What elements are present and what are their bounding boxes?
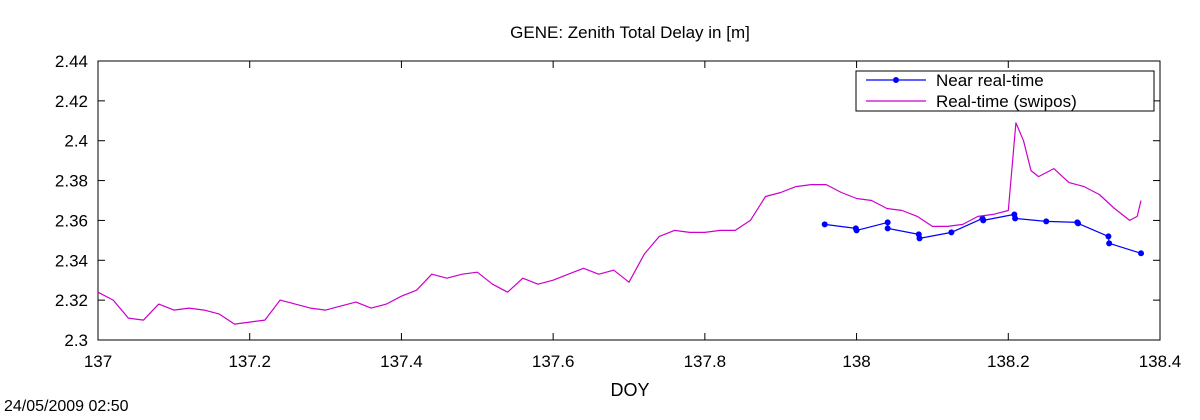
x-tick-label: 137.2 — [228, 352, 271, 371]
data-point-near-real-time — [980, 217, 987, 224]
x-tick-label: 137.8 — [684, 352, 727, 371]
data-point-near-real-time — [1012, 215, 1019, 222]
data-point-near-real-time — [1043, 218, 1050, 225]
y-tick-label: 2.3 — [64, 331, 88, 350]
legend-marker-near-real-time — [893, 77, 899, 83]
legend-label-near-real-time: Near real-time — [936, 71, 1044, 90]
timestamp: 24/05/2009 02:50 — [4, 398, 129, 415]
y-tick-label: 2.32 — [55, 291, 88, 310]
x-tick-label: 137.4 — [380, 352, 423, 371]
chart-title: GENE: Zenith Total Delay in [m] — [510, 23, 750, 42]
legend: Near real-time Real-time (swipos) — [855, 70, 1155, 112]
data-point-near-real-time — [884, 225, 891, 232]
x-tick-label: 138.2 — [987, 352, 1030, 371]
y-tick-label: 2.44 — [55, 52, 88, 71]
y-tick-label: 2.36 — [55, 211, 88, 230]
data-point-near-real-time — [1075, 220, 1082, 227]
y-tick-label: 2.38 — [55, 172, 88, 191]
x-tick-label: 138 — [842, 352, 870, 371]
x-axis-label: DOY — [610, 380, 649, 400]
series-line-real-time-swipos — [97, 122, 1142, 325]
plot-area: 137 137.2 137.4 137.6 137.8 138 138.2 138.42.32… — [55, 52, 1181, 371]
plot-frame — [97, 60, 1161, 341]
data-point-near-real-time — [853, 227, 860, 234]
data-point-near-real-time — [948, 229, 955, 236]
legend-label-real-time-swipos: Real-time (swipos) — [936, 92, 1077, 111]
data-point-near-real-time — [821, 221, 828, 228]
x-tick-label: 137 — [84, 352, 112, 371]
x-tick-label: 138.4 — [1139, 352, 1182, 371]
data-point-near-real-time — [1138, 250, 1145, 257]
data-point-near-real-time — [1105, 233, 1112, 240]
data-point-near-real-time — [1106, 240, 1113, 247]
data-point-near-real-time — [916, 235, 923, 242]
y-tick-label: 2.42 — [55, 92, 88, 111]
legend-box — [855, 70, 1155, 112]
x-tick-label: 137.6 — [532, 352, 575, 371]
data-point-near-real-time — [884, 219, 891, 226]
y-tick-label: 2.4 — [64, 132, 88, 151]
y-tick-label: 2.34 — [55, 251, 88, 270]
